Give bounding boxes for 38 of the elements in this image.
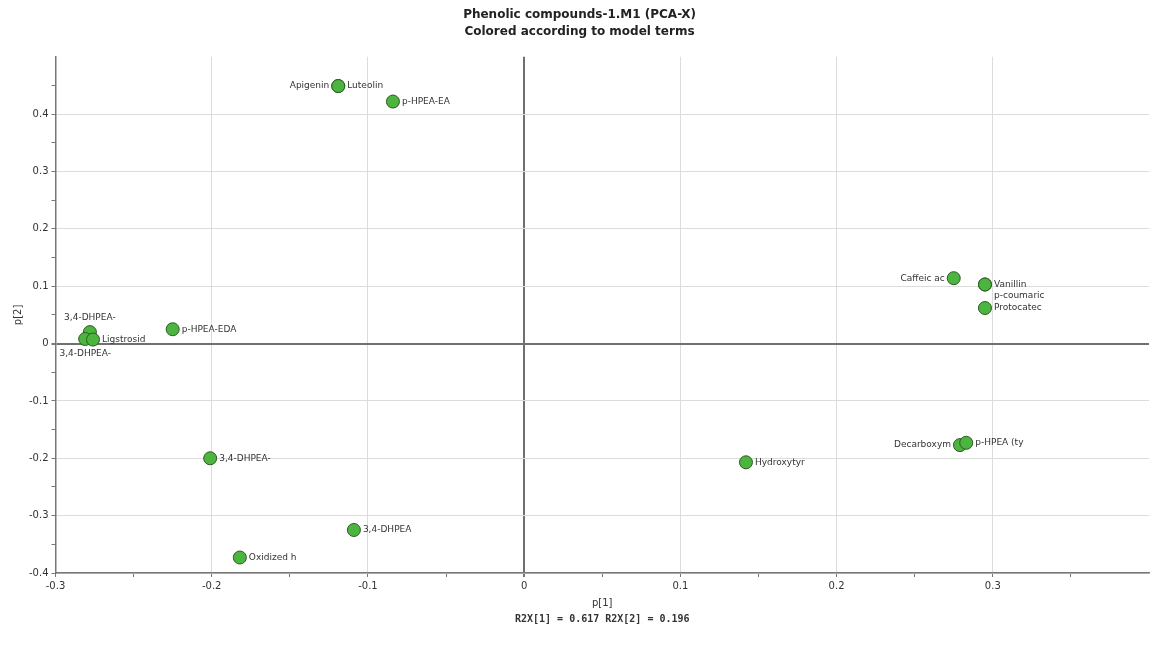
annotation: p-coumaric [993, 290, 1045, 301]
x-axis-title: p[1] [592, 596, 613, 608]
y-tick-label: 0.3 [32, 165, 49, 177]
annotation: Apigenin [289, 80, 330, 91]
y-tick-label: 0 [42, 337, 49, 349]
annotation: Protocatec [993, 302, 1042, 313]
x-tick-label: 0 [520, 579, 528, 591]
annotation: 3,4-DHPEA- [219, 452, 271, 463]
chart-title: Phenolic compounds-1.M1 (PCA-X) [463, 7, 696, 22]
y-tick-label: -0.4 [29, 566, 49, 578]
annotation: 3,4-DHPEA- [64, 311, 116, 322]
annotation: Decarboxym [893, 439, 951, 450]
y-tick-label: -0.2 [29, 451, 49, 463]
chart-subtitle: Colored according to model terms [464, 23, 695, 38]
annotation: Vanillin [993, 278, 1027, 289]
x-tick-label: -0.2 [201, 579, 222, 591]
y-axis-title: p[2] [11, 304, 23, 326]
y-tick-label: 0.4 [32, 107, 49, 119]
annotation: Hydroxytyr [754, 456, 806, 467]
annotation: Luteolin [347, 80, 384, 91]
annotation: 3,4-DHPEA [362, 524, 413, 535]
y-tick-label: -0.1 [29, 394, 49, 406]
annotation: Caffeic ac [900, 272, 945, 283]
annotation: p-HPEA-EA [401, 95, 451, 106]
annotation: Ligstrosid [102, 333, 146, 344]
y-tick-label: 0.1 [32, 279, 49, 291]
y-tick-label: -0.3 [29, 509, 49, 521]
annotation: 3,4-DHPEA- [59, 347, 111, 358]
annotation: Oxidized h [248, 551, 297, 562]
text: R2X[1] = 0.617 R2X[2] = 0.196 [514, 612, 690, 624]
x-tick-label: -0.1 [358, 579, 378, 591]
x-tick-label: 0.3 [984, 579, 1001, 591]
annotation: p-HPEA (ty [975, 437, 1025, 448]
x-tick-label: 0.1 [672, 579, 689, 591]
x-tick-label: -0.3 [45, 579, 66, 591]
annotation: p-HPEA-EDA [181, 323, 238, 334]
y-tick-label: 0.2 [32, 222, 49, 234]
x-tick-label: 0.2 [828, 579, 845, 591]
